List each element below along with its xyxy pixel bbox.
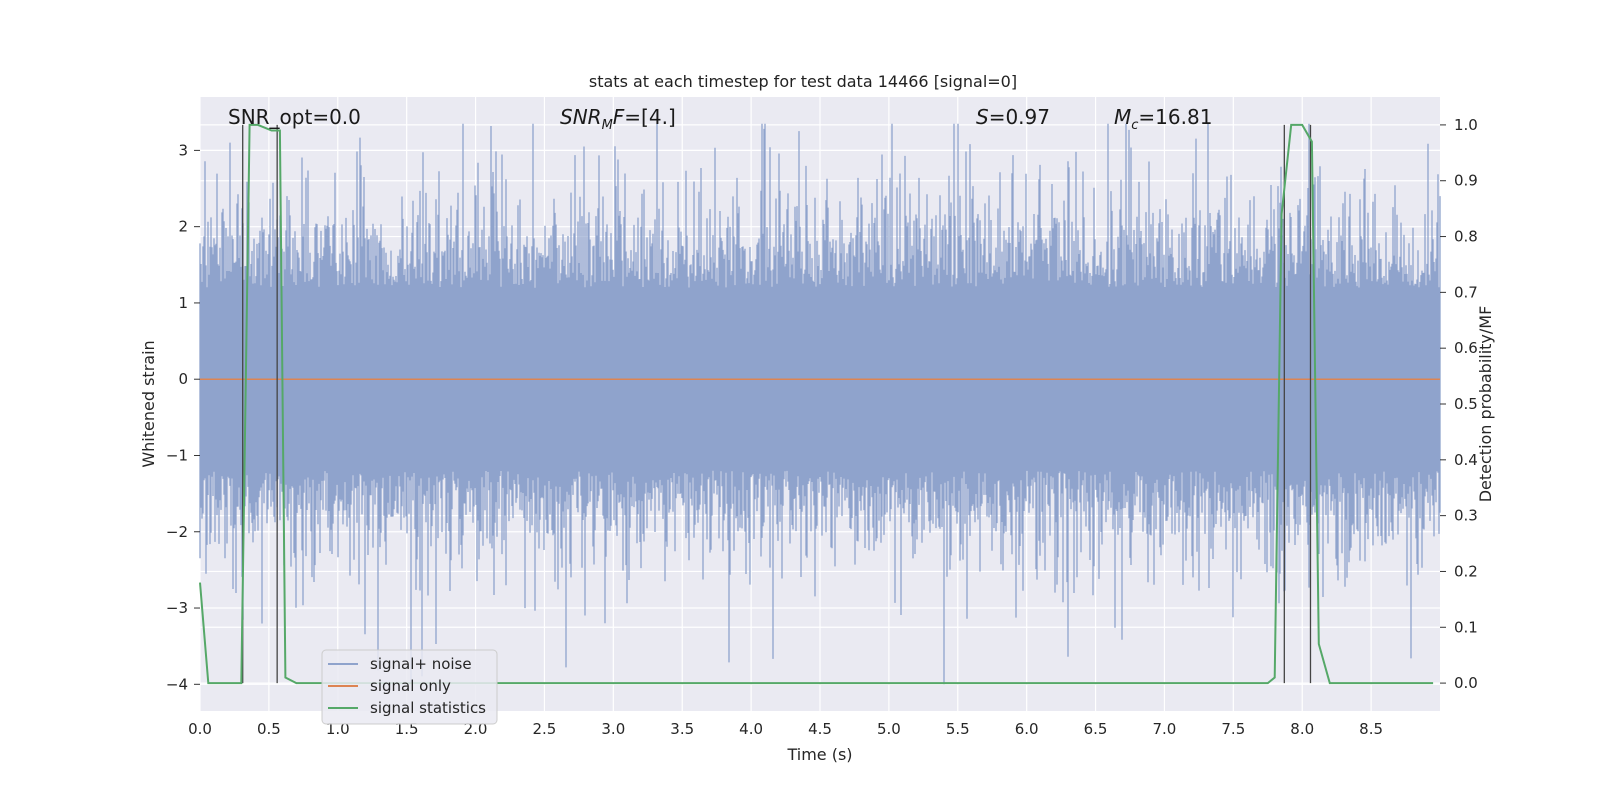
y-left-tick-label: 1 (178, 294, 188, 312)
x-tick-label: 5.5 (946, 720, 970, 738)
y-left-tick-label: −3 (166, 599, 188, 617)
x-tick-label: 8.5 (1359, 720, 1383, 738)
x-tick-label: 0.5 (257, 720, 281, 738)
annotation-s-stat: S=0.97 (976, 105, 1050, 129)
y-left-tick-label: 0 (178, 370, 188, 388)
x-tick-label: 2.5 (533, 720, 557, 738)
x-tick-label: 0.0 (188, 720, 212, 738)
y-right-tick-label: 0.9 (1454, 172, 1478, 190)
y-right-tick-label: 0.8 (1454, 228, 1478, 246)
annotation-mc: Mc=16.81 (1114, 105, 1212, 133)
x-tick-label: 4.0 (739, 720, 763, 738)
y-left-tick-label: −1 (166, 446, 188, 464)
series-signal-statistics (199, 123, 1434, 685)
x-tick-label: 4.5 (808, 720, 832, 738)
y-right-tick-label: 0.7 (1454, 283, 1478, 301)
y-left-tick-label: 2 (178, 218, 188, 236)
y-right-axis-ticks: 1.0 0.9 0.8 0.7 0.6 0.5 0.4 0.3 0.2 0.1 0.0 (1440, 116, 1478, 692)
x-tick-label: 7.0 (1153, 720, 1177, 738)
y-right-tick-label: 0.4 (1454, 451, 1478, 469)
legend-label-signal-noise: signal+ noise (370, 655, 472, 673)
y-right-tick-label: 0.3 (1454, 507, 1478, 525)
annotation-snr-mf: SNRMF=[4.] (560, 105, 676, 133)
annotation-mc-value: =16.81 (1138, 105, 1212, 129)
legend-label-signal-only: signal only (370, 677, 451, 695)
y-right-tick-label: 0.5 (1454, 395, 1478, 413)
y-right-tick-label: 1.0 (1454, 116, 1478, 134)
x-tick-label: 7.5 (1221, 720, 1245, 738)
x-axis-label: Time (s) (786, 745, 852, 764)
annotation-snr-opt: SNR_opt=0.0 (228, 105, 361, 129)
y-right-tick-label: 0.6 (1454, 339, 1478, 357)
y-left-tick-label: −4 (166, 675, 188, 693)
x-tick-label: 3.0 (601, 720, 625, 738)
x-tick-label: 6.0 (1015, 720, 1039, 738)
legend-box (321, 649, 498, 725)
annotation-snr-mf-value: =[4.] (624, 105, 675, 129)
y-left-tick-label: 3 (178, 141, 188, 159)
x-tick-label: 3.5 (670, 720, 694, 738)
y-right-tick-label: 0.2 (1454, 562, 1478, 580)
y-right-tick-label: 0.0 (1454, 674, 1478, 692)
x-tick-label: 6.5 (1084, 720, 1108, 738)
y-left-axis-label: Whitened strain (139, 340, 158, 467)
y-right-tick-label: 0.1 (1454, 618, 1478, 636)
legend-label-signal-statistics: signal statistics (370, 699, 486, 717)
x-tick-label: 8.0 (1290, 720, 1314, 738)
y-left-axis-ticks: 3 2 1 0 −1 −2 −3 −4 (166, 141, 200, 693)
y-left-tick-label: −2 (166, 523, 188, 541)
legend: signal+ noise signal only signal statist… (321, 649, 498, 725)
annotation-s-stat-value: =0.97 (989, 105, 1050, 129)
y-right-axis-label: Detection probability/MF (1476, 306, 1495, 503)
x-tick-label: 5.0 (877, 720, 901, 738)
chart-title: stats at each timestep for test data 144… (589, 72, 1017, 91)
